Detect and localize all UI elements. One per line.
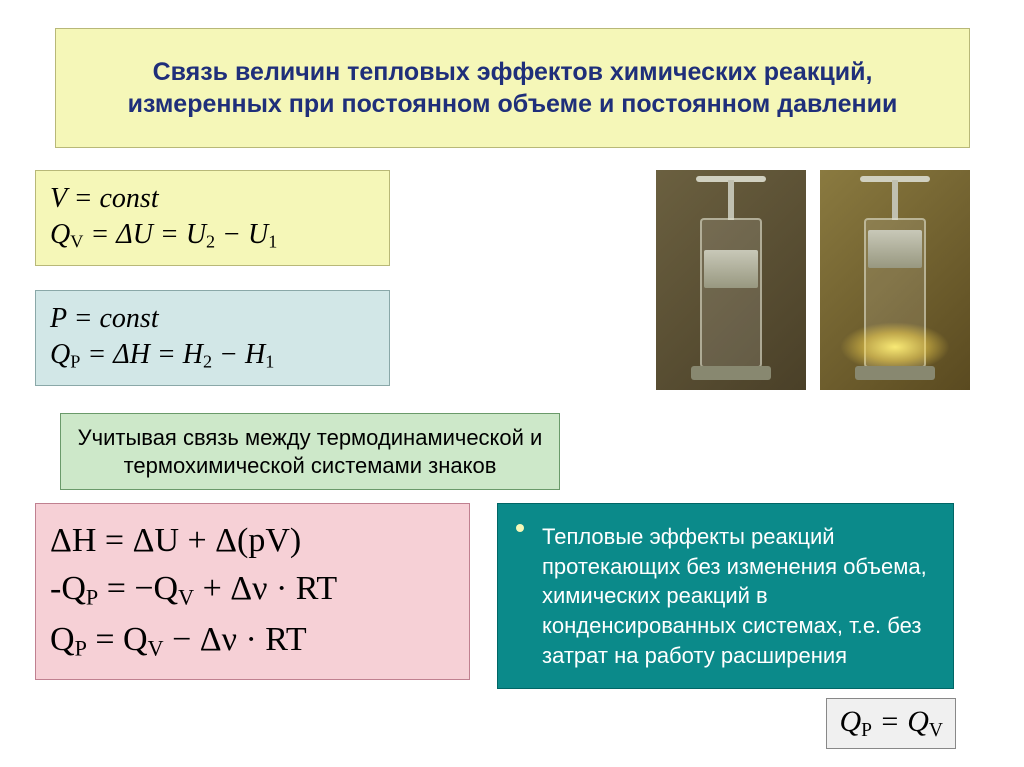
eq-main-line3: QP = QV − Δν · RT	[50, 621, 455, 662]
note-box: Учитывая связь между термодинамической и…	[60, 413, 560, 490]
calorimeter-base-icon	[691, 366, 771, 380]
calorimeter-stem-icon	[728, 180, 734, 220]
eq-main-line1: ΔH = ΔU + Δ(pV)	[50, 522, 455, 560]
calorimeter-piston-icon	[868, 230, 922, 268]
bullet-box: Тепловые эффекты реакций протекающих без…	[497, 503, 954, 689]
calorimeter-piston-icon	[704, 250, 758, 288]
equation-qp-equals-qv: QP = QV	[826, 698, 956, 749]
calorimeter-stem-icon	[892, 180, 898, 220]
bullet-text: Тепловые эффекты реакций протекающих без…	[542, 522, 935, 670]
calorimeter-image-before	[656, 170, 806, 390]
eq-v-line1: V = const	[50, 183, 375, 215]
eq-main-line2: -QP = −QV + Δν · RT	[50, 570, 455, 611]
title-box: Связь величин тепловых эффектов химическ…	[55, 28, 970, 148]
calorimeter-tube-icon	[700, 218, 762, 368]
calorimeter-base-icon	[855, 366, 935, 380]
eq-v-line2: QV = ΔU = U2 − U1	[50, 219, 375, 253]
eq-p-line1: P = const	[50, 303, 375, 335]
equation-box-main: ΔH = ΔU + Δ(pV) -QP = −QV + Δν · RT QP =…	[35, 503, 470, 680]
equation-box-constant-pressure: P = const QP = ΔH = H2 − H1	[35, 290, 390, 386]
eq-p-line2: QP = ΔH = H2 − H1	[50, 339, 375, 373]
bullet-marker-icon	[516, 524, 524, 532]
calorimeter-image-after	[820, 170, 970, 390]
equation-box-constant-volume: V = const QV = ΔU = U2 − U1	[35, 170, 390, 266]
page-title: Связь величин тепловых эффектов химическ…	[106, 56, 919, 121]
